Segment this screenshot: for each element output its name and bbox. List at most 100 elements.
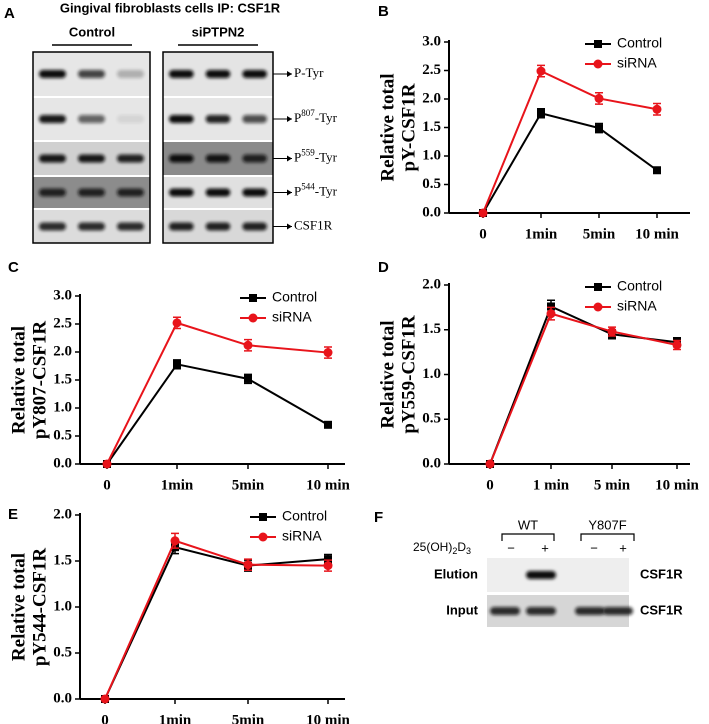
text-part: P [294,149,301,164]
y-axis-label: Relative total [377,73,398,181]
group-label: siPTPN2 [192,24,245,39]
group-label: Control [69,24,115,39]
data-point [170,536,180,546]
blot-band [78,115,105,123]
legend-label: Control [617,278,662,294]
series-line [489,312,678,465]
blot-band [169,222,194,231]
data-point [258,532,268,542]
y-tick-label: 2.5 [422,62,441,78]
row-label: P807-Tyr [294,108,338,125]
arrow-head [287,155,292,162]
y-tick-label: 1.0 [53,399,72,415]
treatment-label: 25(OH)2D3 [413,540,471,556]
treatment-sign: + [541,540,549,555]
blot-band [39,222,66,231]
y-tick-label: 0.0 [422,204,441,220]
target-label: CSF1R [640,566,683,581]
target-label: CSF1R [640,602,683,617]
panel-label: A [4,5,15,22]
blot-band [39,115,66,123]
text-part: P [294,183,301,198]
data-point [244,374,252,383]
blot-band [526,571,556,579]
text-part: D [457,540,466,554]
blot-band [78,222,105,231]
data-point [594,93,604,103]
data-point [478,208,488,218]
blot-band [242,154,267,163]
blot-band [117,115,144,123]
data-point [653,166,661,175]
data-point [324,555,332,564]
data-point [102,459,112,469]
panel-label: D [378,259,389,276]
x-tick-label: 0 [103,477,111,493]
blot-band [205,115,231,123]
blot-band [575,607,605,615]
blot-band [526,607,556,615]
row-label: Elution [434,566,478,581]
arrow-head [287,116,292,122]
y-tick-label: 3.0 [53,287,72,303]
series-line [104,546,329,700]
x-tick-label: 10 min [306,712,350,724]
blot-band [242,222,267,231]
x-tick-label: 1min [159,712,192,724]
legend-label: Control [617,35,662,51]
text-part: -Tyr [315,149,338,164]
blot-band [117,154,144,163]
series-line [489,305,678,465]
data-point [100,694,110,704]
row-label: P544-Tyr [294,182,338,199]
data-point [173,360,181,369]
blot-band [205,188,231,197]
text-part: P-Tyr [294,65,324,80]
x-tick-label: 1min [525,226,558,242]
blot-band [78,154,105,163]
y-axis-label: Relative total [8,326,29,434]
data-point [259,513,267,521]
data-point [323,348,333,358]
y-tick-label: 2.0 [422,276,441,292]
y-tick-label: 3.0 [422,33,441,49]
blot-band [603,607,633,615]
y-axis-label: pY544-CSF1R [29,548,50,667]
blot-band [39,154,66,163]
arrow-head [287,223,292,230]
y-tick-label: 0.5 [53,427,72,443]
panel-label: E [8,506,18,523]
blot-band [39,70,66,78]
y-tick-label: 0.5 [53,644,72,660]
blot-row [487,558,629,592]
legend-label: Control [282,508,327,524]
blot-band [205,154,231,163]
x-tick-label: 5min [583,226,616,242]
data-point [593,302,603,312]
y-tick-label: 1.5 [53,371,72,387]
blot-band [169,70,194,78]
treatment-sign: − [507,540,515,555]
row-label: Input [446,602,478,617]
text-part: 25(OH) [413,540,452,554]
blot-band [205,70,231,78]
y-tick-label: 2.5 [53,315,72,331]
y-tick-label: 1.0 [53,598,72,614]
series-line [482,112,658,214]
y-axis-label: Relative total [8,553,29,661]
arrow-head [287,71,292,77]
text-part: -Tyr [315,183,338,198]
data-point [243,340,253,350]
text-part: 3 [466,546,471,556]
x-tick-label: 1min [161,477,194,493]
x-tick-label: 5min [232,712,265,724]
blot-band [205,222,231,231]
data-point [594,40,602,48]
y-tick-label: 2.0 [53,343,72,359]
blot-band [242,188,267,197]
panel-label: C [8,259,19,276]
data-point [243,560,253,570]
legend-label: Control [272,289,317,305]
row-label: P559-Tyr [294,148,338,165]
text-part: CSF1R [294,217,333,232]
